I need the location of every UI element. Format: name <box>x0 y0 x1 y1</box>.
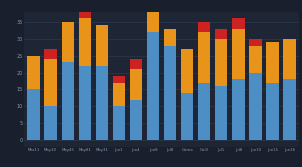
Bar <box>266 83 279 140</box>
Bar <box>96 25 108 66</box>
Bar <box>284 79 296 140</box>
Bar <box>284 39 296 79</box>
Bar <box>44 49 57 59</box>
Bar <box>113 106 125 140</box>
Bar <box>266 42 279 83</box>
Bar <box>215 29 227 39</box>
Bar <box>44 59 57 106</box>
Bar <box>79 66 91 140</box>
Bar <box>130 59 142 69</box>
Bar <box>181 93 193 140</box>
Bar <box>232 79 245 140</box>
Bar <box>249 39 262 45</box>
Bar <box>27 56 40 90</box>
Bar <box>113 83 125 106</box>
Bar <box>130 69 142 100</box>
Bar <box>27 90 40 140</box>
Bar <box>181 49 193 93</box>
Bar <box>62 62 74 140</box>
Bar <box>198 83 210 140</box>
Bar <box>79 8 91 18</box>
Bar <box>198 32 210 83</box>
Bar <box>147 12 159 32</box>
Bar <box>113 76 125 83</box>
Bar <box>198 22 210 32</box>
Bar <box>232 18 245 29</box>
Bar <box>215 39 227 86</box>
Bar <box>96 66 108 140</box>
Bar <box>232 29 245 79</box>
Bar <box>44 106 57 140</box>
Bar <box>62 22 74 62</box>
Bar <box>79 18 91 66</box>
Bar <box>249 45 262 72</box>
Bar <box>147 32 159 140</box>
Bar <box>215 86 227 140</box>
Bar <box>130 100 142 140</box>
Bar <box>164 29 176 45</box>
Bar <box>249 72 262 140</box>
Bar <box>164 45 176 140</box>
